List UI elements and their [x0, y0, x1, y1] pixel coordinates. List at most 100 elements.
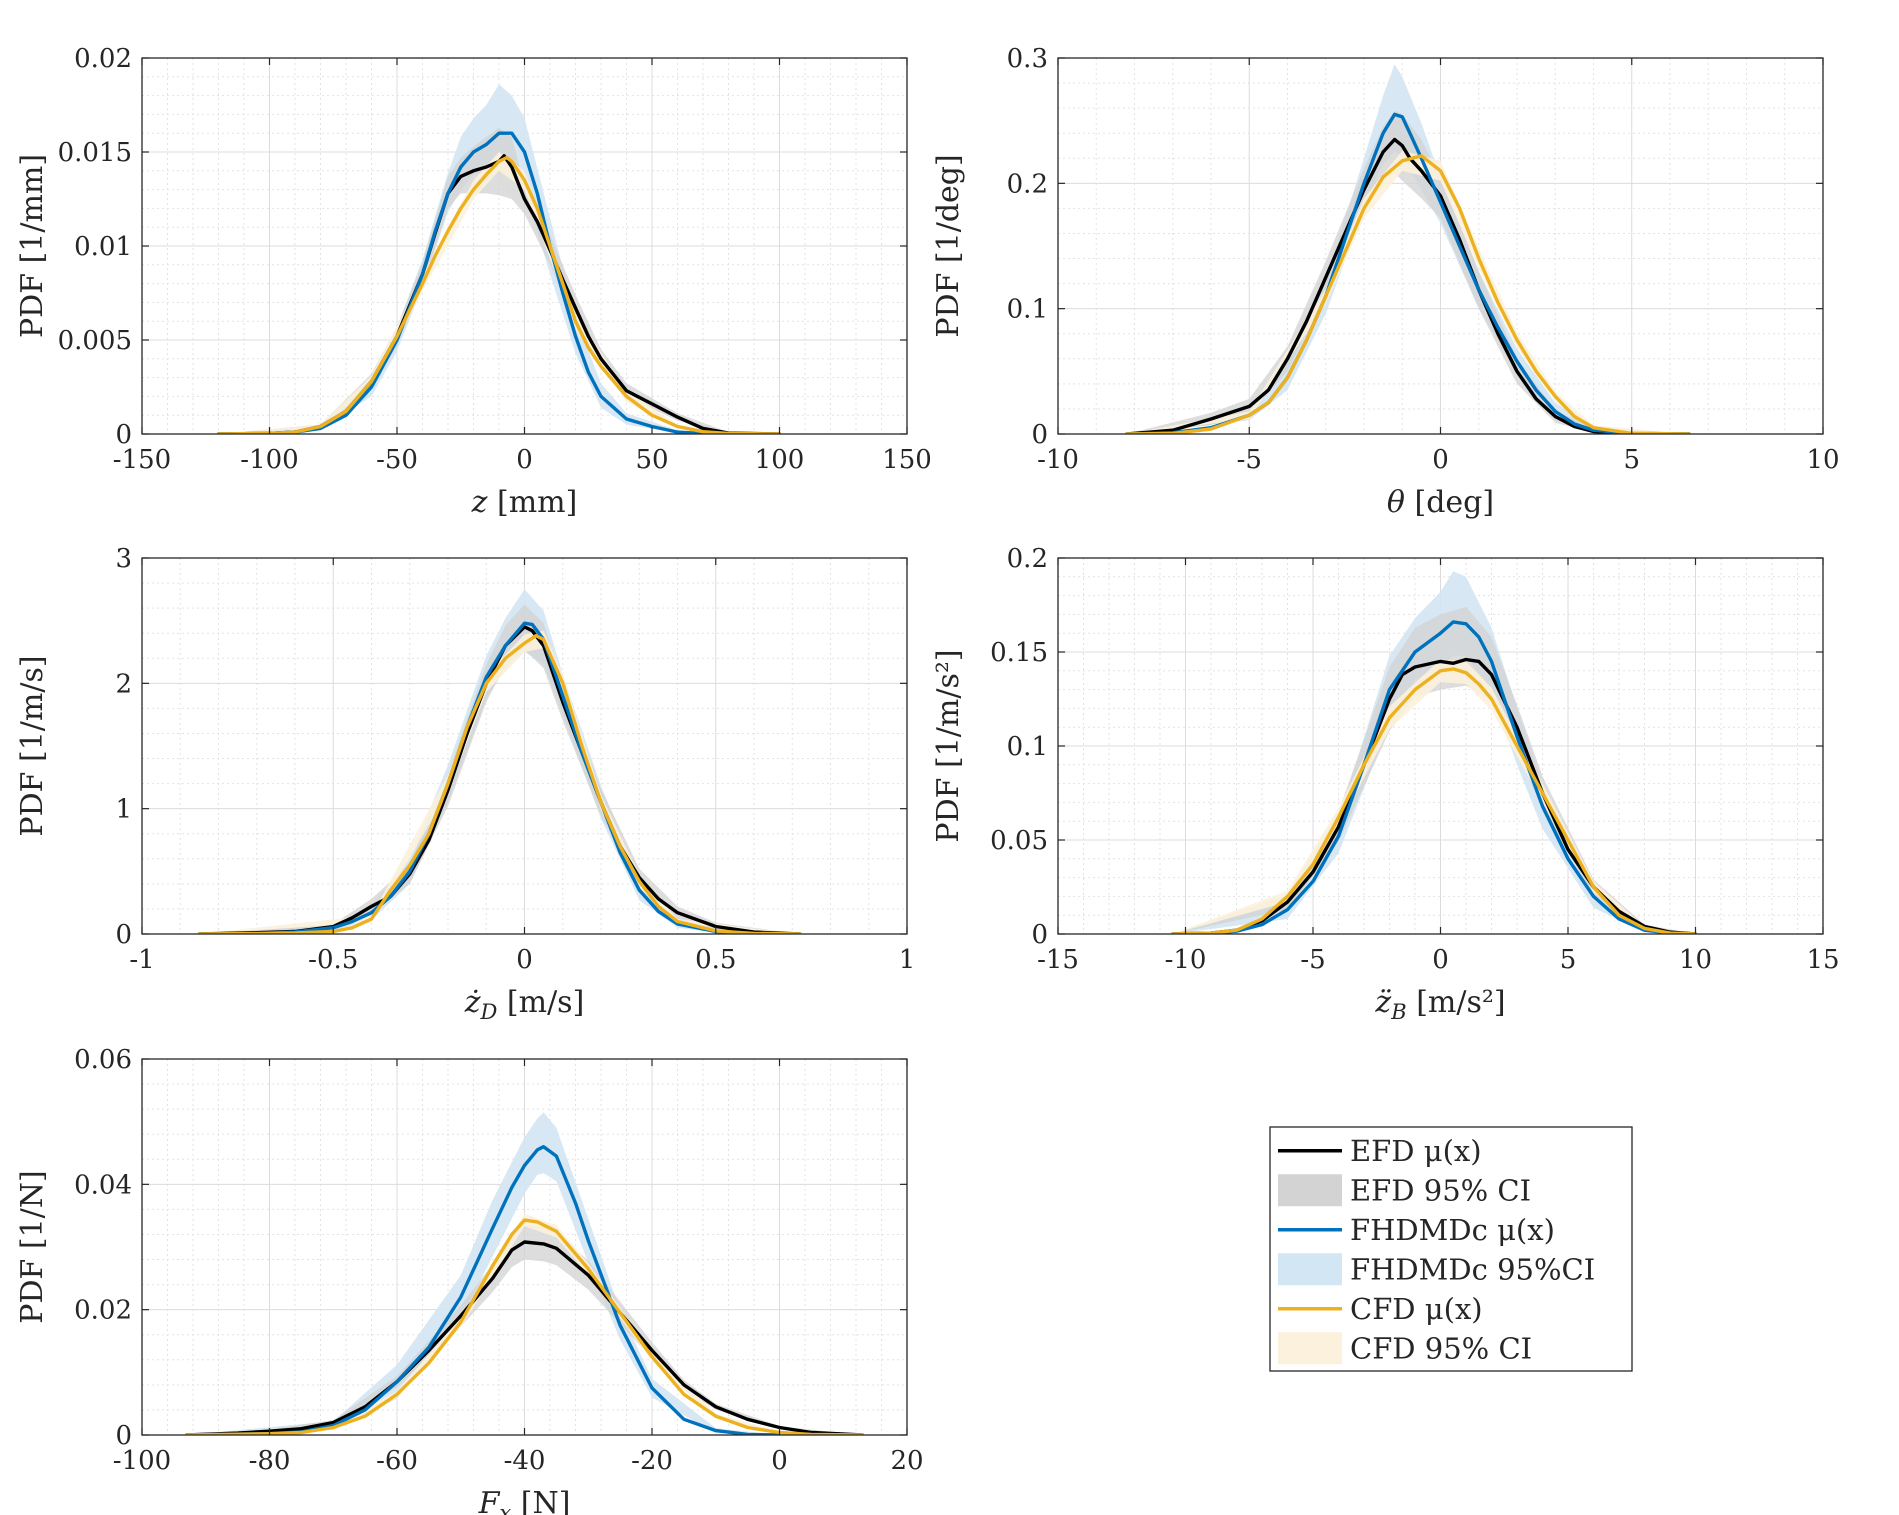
- y-tick-label: 0.2: [1007, 169, 1048, 199]
- y-tick-label: 1: [115, 795, 132, 825]
- legend-label: FHDMDc μ(x): [1350, 1213, 1555, 1247]
- data-layer: [216, 84, 782, 434]
- y-tick-label: 0.04: [74, 1170, 132, 1200]
- x-axis-label: Fx [N]: [478, 1486, 571, 1515]
- series-line-fhdmdc: [184, 1145, 782, 1435]
- x-tick-label: 150: [882, 445, 932, 475]
- y-axis-label: PDF [1/mm]: [15, 154, 50, 338]
- data-layer: [197, 589, 802, 934]
- x-tick-label: 15: [1806, 945, 1839, 975]
- legend-entry: CFD 95% CI: [1278, 1331, 1532, 1365]
- x-tick-label: -40: [504, 1446, 546, 1476]
- chart-panel-4: -15 -10 -5 0 5 10 15 0 0.05 0.1 0.15 0.2 z̈B [m/s²] P…: [931, 544, 1840, 1024]
- ticks: -150 -100 -50 0 50 100 150 0 0.005 0.01 0.015 0.02: [58, 44, 932, 475]
- x-tick-label: -150: [113, 445, 171, 475]
- y-tick-label: 0.02: [74, 1296, 132, 1326]
- ci-band-fhdmdc: [186, 1112, 780, 1435]
- x-tick-label: -1: [129, 945, 154, 975]
- chart-panel-1: -150 -100 -50 0 50 100 150 0 0.005 0.01 0.015 0.02 z…: [15, 44, 932, 520]
- y-axis-label: PDF [1/deg]: [931, 154, 966, 337]
- x-tick-label: 0: [1432, 945, 1449, 975]
- legend-label: CFD 95% CI: [1350, 1331, 1532, 1365]
- legend-swatch-band: [1278, 1174, 1342, 1207]
- x-tick-label: 5: [1560, 945, 1577, 975]
- x-tick-label: -60: [376, 1446, 418, 1476]
- x-tick-label: 5: [1623, 445, 1640, 475]
- x-tick-label: 50: [635, 445, 668, 475]
- legend-label: FHDMDc 95%CI: [1350, 1252, 1595, 1286]
- y-tick-label: 0: [115, 1421, 132, 1451]
- data-layer: [184, 1112, 865, 1435]
- y-tick-label: 0.2: [1007, 544, 1048, 574]
- legend-entry: EFD μ(x): [1278, 1134, 1482, 1168]
- x-tick-label: -100: [240, 445, 298, 475]
- x-axis-label: θ [deg]: [1387, 485, 1494, 520]
- legend-box: [1269, 1126, 1633, 1372]
- series-line-cfd: [216, 155, 782, 434]
- legend-entry: CFD μ(x): [1278, 1292, 1483, 1326]
- series-line-efd: [1125, 137, 1691, 434]
- x-tick-label: 100: [755, 445, 805, 475]
- series-line-cfd: [184, 1218, 865, 1435]
- legend-swatch-band: [1278, 1253, 1342, 1286]
- y-tick-label: 0.02: [74, 44, 132, 74]
- y-tick-label: 2: [115, 669, 132, 699]
- chart-panels: -150 -100 -50 0 50 100 15000.0050.010.0150.02z…: [15, 44, 1840, 1515]
- y-tick-label: 0: [115, 420, 132, 450]
- ci-band-cfd: [1172, 659, 1696, 934]
- ticks: -1 -0.5 0 0.5 1 0 1 2 3: [115, 544, 915, 975]
- chart-panel-3: -1 -0.5 0 0.5 1 0 1 2 3 żD [m/s] PDF [1/m/s]: [15, 544, 915, 1024]
- y-axis-label: PDF [1/m/s²]: [931, 649, 966, 842]
- y-tick-label: 0.01: [74, 232, 132, 262]
- y-tick-label: 0.005: [58, 326, 132, 356]
- ticks: -100 -80 -60 -40 -20 0 20 0 0.02 0.04 0.06: [74, 1045, 923, 1476]
- x-tick-label: 0: [1432, 445, 1449, 475]
- legend-label: CFD μ(x): [1350, 1292, 1483, 1326]
- y-axis-label: PDF [1/m/s]: [15, 655, 50, 836]
- legend: EFD μ(x) EFD 95% CI FHDMDc μ(x) FHDMDc 95%C…: [1269, 1126, 1633, 1372]
- series-line-cfd: [1125, 154, 1691, 434]
- series-line-efd: [184, 1240, 865, 1435]
- legend-entry: FHDMDc μ(x): [1278, 1213, 1555, 1247]
- y-tick-label: 3: [115, 544, 132, 574]
- y-axis-label: PDF [1/N]: [15, 1170, 50, 1323]
- x-tick-label: 1: [899, 945, 916, 975]
- y-tick-label: 0.3: [1007, 44, 1048, 74]
- series-line-fhdmdc: [1171, 620, 1698, 934]
- x-axis-label: żD [m/s]: [464, 985, 585, 1024]
- x-tick-label: 0: [771, 1446, 788, 1476]
- legend-entry: EFD 95% CI: [1278, 1173, 1531, 1207]
- x-axis-label: z̈B [m/s²]: [1374, 985, 1505, 1024]
- x-tick-label: 0: [516, 945, 533, 975]
- series-line-fhdmdc: [197, 621, 802, 934]
- data-layer: [1171, 571, 1698, 934]
- ci-band-efd: [1126, 110, 1690, 434]
- ticks: -10 -5 0 5 10 0 0.1 0.2 0.3: [1007, 44, 1840, 475]
- x-tick-label: -50: [376, 445, 418, 475]
- x-tick-label: -100: [113, 1446, 171, 1476]
- y-tick-label: 0: [1031, 920, 1048, 950]
- x-tick-label: -5: [1300, 945, 1325, 975]
- chart-panel-2: -10 -5 0 5 10 0 0.1 0.2 0.3 θ [deg] PDF [1/deg]: [931, 44, 1840, 520]
- y-tick-label: 0.15: [990, 638, 1048, 668]
- x-tick-label: -20: [631, 1446, 673, 1476]
- y-tick-label: 0: [115, 920, 132, 950]
- series-line-cfd: [1171, 667, 1698, 934]
- y-tick-label: 0.015: [58, 138, 132, 168]
- y-tick-label: 0.1: [1007, 295, 1048, 325]
- legend-label: EFD 95% CI: [1350, 1173, 1531, 1207]
- x-tick-label: -80: [249, 1446, 291, 1476]
- x-tick-label: -15: [1037, 945, 1079, 975]
- x-tick-label: -0.5: [308, 945, 358, 975]
- x-tick-label: -5: [1237, 445, 1262, 475]
- x-tick-label: 10: [1679, 945, 1712, 975]
- ticks: -15 -10 -5 0 5 10 15 0 0.05 0.1 0.15 0.2: [990, 544, 1839, 975]
- series-line-fhdmdc: [216, 131, 731, 434]
- legend-entries: EFD μ(x) EFD 95% CI FHDMDc μ(x) FHDMDc 95%C…: [1278, 1134, 1595, 1365]
- x-tick-label: -10: [1165, 945, 1207, 975]
- y-tick-label: 0.05: [990, 826, 1048, 856]
- legend-label: EFD μ(x): [1350, 1134, 1482, 1168]
- x-tick-label: 0.5: [695, 945, 736, 975]
- series-line-cfd: [197, 634, 802, 934]
